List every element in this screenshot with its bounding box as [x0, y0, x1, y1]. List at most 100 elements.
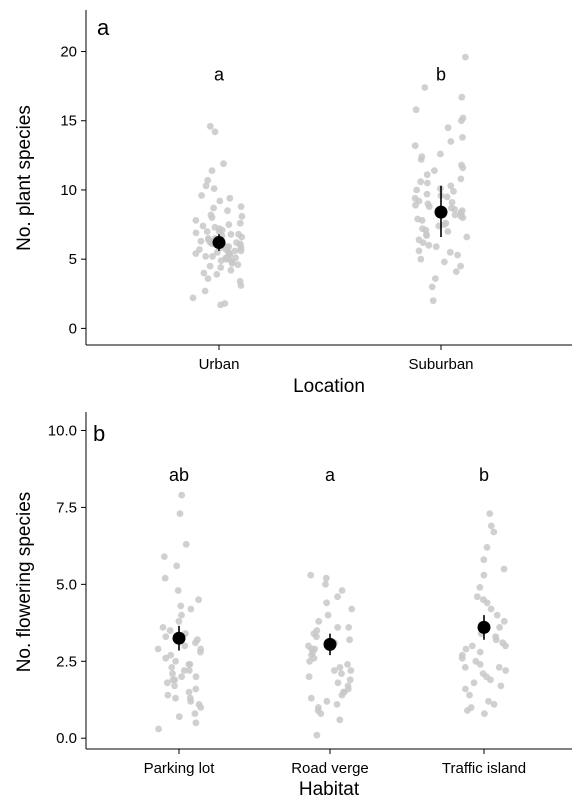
panel-a-data-point: [457, 262, 464, 270]
panel-a-data-point: [221, 300, 229, 307]
panel-b-data-point: [334, 624, 342, 631]
panel-a-data-point: [216, 197, 224, 205]
panel-a-data-point: [198, 192, 206, 199]
panel-b-data-point: [307, 571, 315, 579]
panel-b-data-point: [176, 510, 184, 517]
panel-b-data-point: [180, 667, 188, 674]
panel-a-data-point: [211, 128, 219, 136]
panel-b-y-tick-label: 5.0: [56, 576, 77, 593]
panel-b-data-point: [322, 580, 329, 588]
panel-b-data-point: [159, 624, 167, 631]
panel-a-data-point: [458, 207, 466, 215]
panel-a-data-point: [411, 142, 419, 150]
panel-a-data-point: [448, 199, 456, 206]
panel-b-data-point: [194, 636, 201, 644]
panel-a-data-point: [448, 204, 455, 212]
panel-b: ab a b 0.02.55.07.510.0 Parking lot Road ve…: [14, 412, 572, 799]
panel-b-data-point: [167, 651, 175, 659]
panel-b-y-tick-label: 2.5: [56, 653, 77, 670]
panel-a-data-point: [210, 185, 218, 193]
panel-b-data-point: [480, 571, 488, 579]
panel-b-data-point: [502, 642, 509, 650]
panel-a-data-point: [463, 233, 471, 241]
panel-b-data-point: [472, 657, 480, 665]
panel-b-data-point: [163, 679, 171, 687]
panel-a-data-point: [457, 175, 465, 183]
panel-a-data-point: [458, 117, 465, 125]
panel-a-data-point: [226, 194, 234, 202]
panel-a-data-point: [412, 106, 420, 114]
panel-a-data-point: [425, 241, 433, 249]
panel-a-letter: a: [97, 15, 110, 40]
panel-a-data-point: [437, 150, 444, 158]
panel-a-x-tick-label: Suburban: [408, 356, 473, 373]
panel-a-data-point: [458, 93, 466, 101]
panel-b-data-point: [162, 633, 170, 641]
panel-b-x-tick-label: Parking lot: [144, 760, 216, 777]
panel-a-data-point: [441, 258, 448, 266]
panel-b-data-point: [336, 664, 344, 671]
panel-b-data-point: [177, 602, 185, 610]
panel-b-data-point: [493, 611, 501, 619]
panel-a-data-point: [209, 253, 216, 260]
panel-b-data-point: [315, 617, 323, 625]
panel-a-data-point: [237, 203, 245, 211]
panel-a-data-point: [232, 254, 239, 262]
panel-b-data-point: [485, 697, 492, 705]
panel-b-data-point: [313, 627, 321, 634]
panel-b-data-point: [462, 645, 470, 653]
panel-b-data-point: [495, 664, 503, 671]
panel-a-data-point: [414, 215, 422, 223]
panel-a-data-point: [429, 297, 437, 305]
panel-a-means: [212, 205, 448, 250]
panel-a-mean-point: [212, 236, 226, 250]
panel-b-data-point: [186, 661, 194, 668]
panel-a-data-point: [235, 230, 243, 238]
panel-a-data-point: [238, 212, 246, 220]
panel-a-data-point: [422, 226, 430, 234]
panel-a-y-tick-label: 20: [60, 44, 77, 61]
panel-b-data-point: [344, 682, 352, 690]
panel-a-data-point: [432, 275, 439, 282]
panel-b-data-point: [186, 694, 194, 702]
panel-b-data-point: [338, 587, 346, 594]
panel-a-data-point: [204, 275, 212, 282]
panel-a-data-point: [217, 264, 225, 271]
panel-b-data-point: [178, 611, 185, 619]
panel-a-data-point: [424, 179, 431, 187]
panel-a-data-point: [459, 164, 467, 172]
panel-b-data-point: [458, 651, 466, 659]
panel-b-mean-point: [323, 637, 337, 651]
panel-a-data-point: [415, 236, 423, 244]
panel-a-data-point: [424, 200, 432, 208]
panel-a-data-point: [203, 228, 211, 235]
panel-a-y-tick-label: 15: [60, 113, 77, 130]
panel-b-data-point: [171, 682, 178, 690]
panel-a-data-point: [231, 247, 239, 255]
panel-b-data-point: [187, 605, 195, 613]
panel-b-data-point: [313, 731, 321, 739]
panel-b-data-point: [166, 627, 174, 634]
panel-a-error-bars: [218, 185, 442, 251]
panel-a-data-point: [224, 207, 231, 215]
panel-b-data-point: [345, 624, 353, 631]
panel-b-data-point: [323, 599, 330, 607]
panel-b-y-axis-title: No. flowering species: [14, 492, 35, 673]
panel-a-data-point: [204, 235, 212, 242]
panel-b-data-point: [305, 642, 312, 650]
panel-b-data-point: [169, 670, 176, 677]
panel-b-x-ticks: Parking lot Road verge Traffic island: [144, 749, 526, 777]
panel-b-data-point: [324, 611, 332, 619]
panel-a-data-point: [227, 266, 235, 274]
panel-b-data-point: [175, 617, 183, 625]
panel-a-data-point: [423, 190, 431, 198]
panel-a-data-point: [222, 246, 230, 253]
panel-b-significance-letter: a: [325, 465, 336, 485]
panel-a-data-point: [202, 253, 210, 260]
panel-a-data-point: [421, 84, 429, 91]
panel-b-data-point: [164, 691, 172, 699]
panel-b-data-point: [172, 657, 180, 665]
panel-b-significance-letter: ab: [169, 465, 189, 485]
panel-b-data-point: [473, 593, 481, 601]
panel-b-mean-point: [172, 631, 186, 645]
